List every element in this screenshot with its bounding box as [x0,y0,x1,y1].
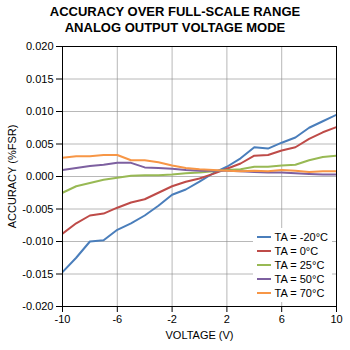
svg-text:6: 6 [279,313,285,325]
html-text:TA = 0°C: TA = 0°C [274,245,319,257]
svg-text:0.015: 0.015 [26,73,54,85]
html-text:ANALOG OUTPUT VOLTAGE MODE: ANALOG OUTPUT VOLTAGE MODE [64,20,286,35]
html-text:ACCURACY OVER FULL-SCALE RANGE: ACCURACY OVER FULL-SCALE RANGE [49,4,301,19]
svg-text:-0.005: -0.005 [22,203,53,215]
svg-text:-6: -6 [112,313,122,325]
svg-text:10: 10 [330,313,342,325]
svg-text:-0.020: -0.020 [22,300,53,312]
svg-text:ACCURACY (%FSR): ACCURACY (%FSR) [6,125,18,229]
svg-text:-0.015: -0.015 [22,268,53,280]
html-text:TA = 50°C: TA = 50°C [274,273,325,285]
svg-text:0.000: 0.000 [26,170,54,182]
html-text:TA = -20°C: TA = -20°C [274,231,328,243]
svg-text:-10: -10 [55,313,71,325]
svg-text:2: 2 [224,313,230,325]
html-text:TA = 70°C: TA = 70°C [274,287,325,299]
svg-text:-2: -2 [167,313,177,325]
svg-text:0.005: 0.005 [26,138,54,150]
svg-text:0.020: 0.020 [26,40,54,52]
svg-text:VOLTAGE (V): VOLTAGE (V) [165,329,233,341]
html-text:TA = 25°C: TA = 25°C [274,259,325,271]
svg-text:-0.010: -0.010 [22,235,53,247]
svg-text:0.010: 0.010 [26,105,54,117]
